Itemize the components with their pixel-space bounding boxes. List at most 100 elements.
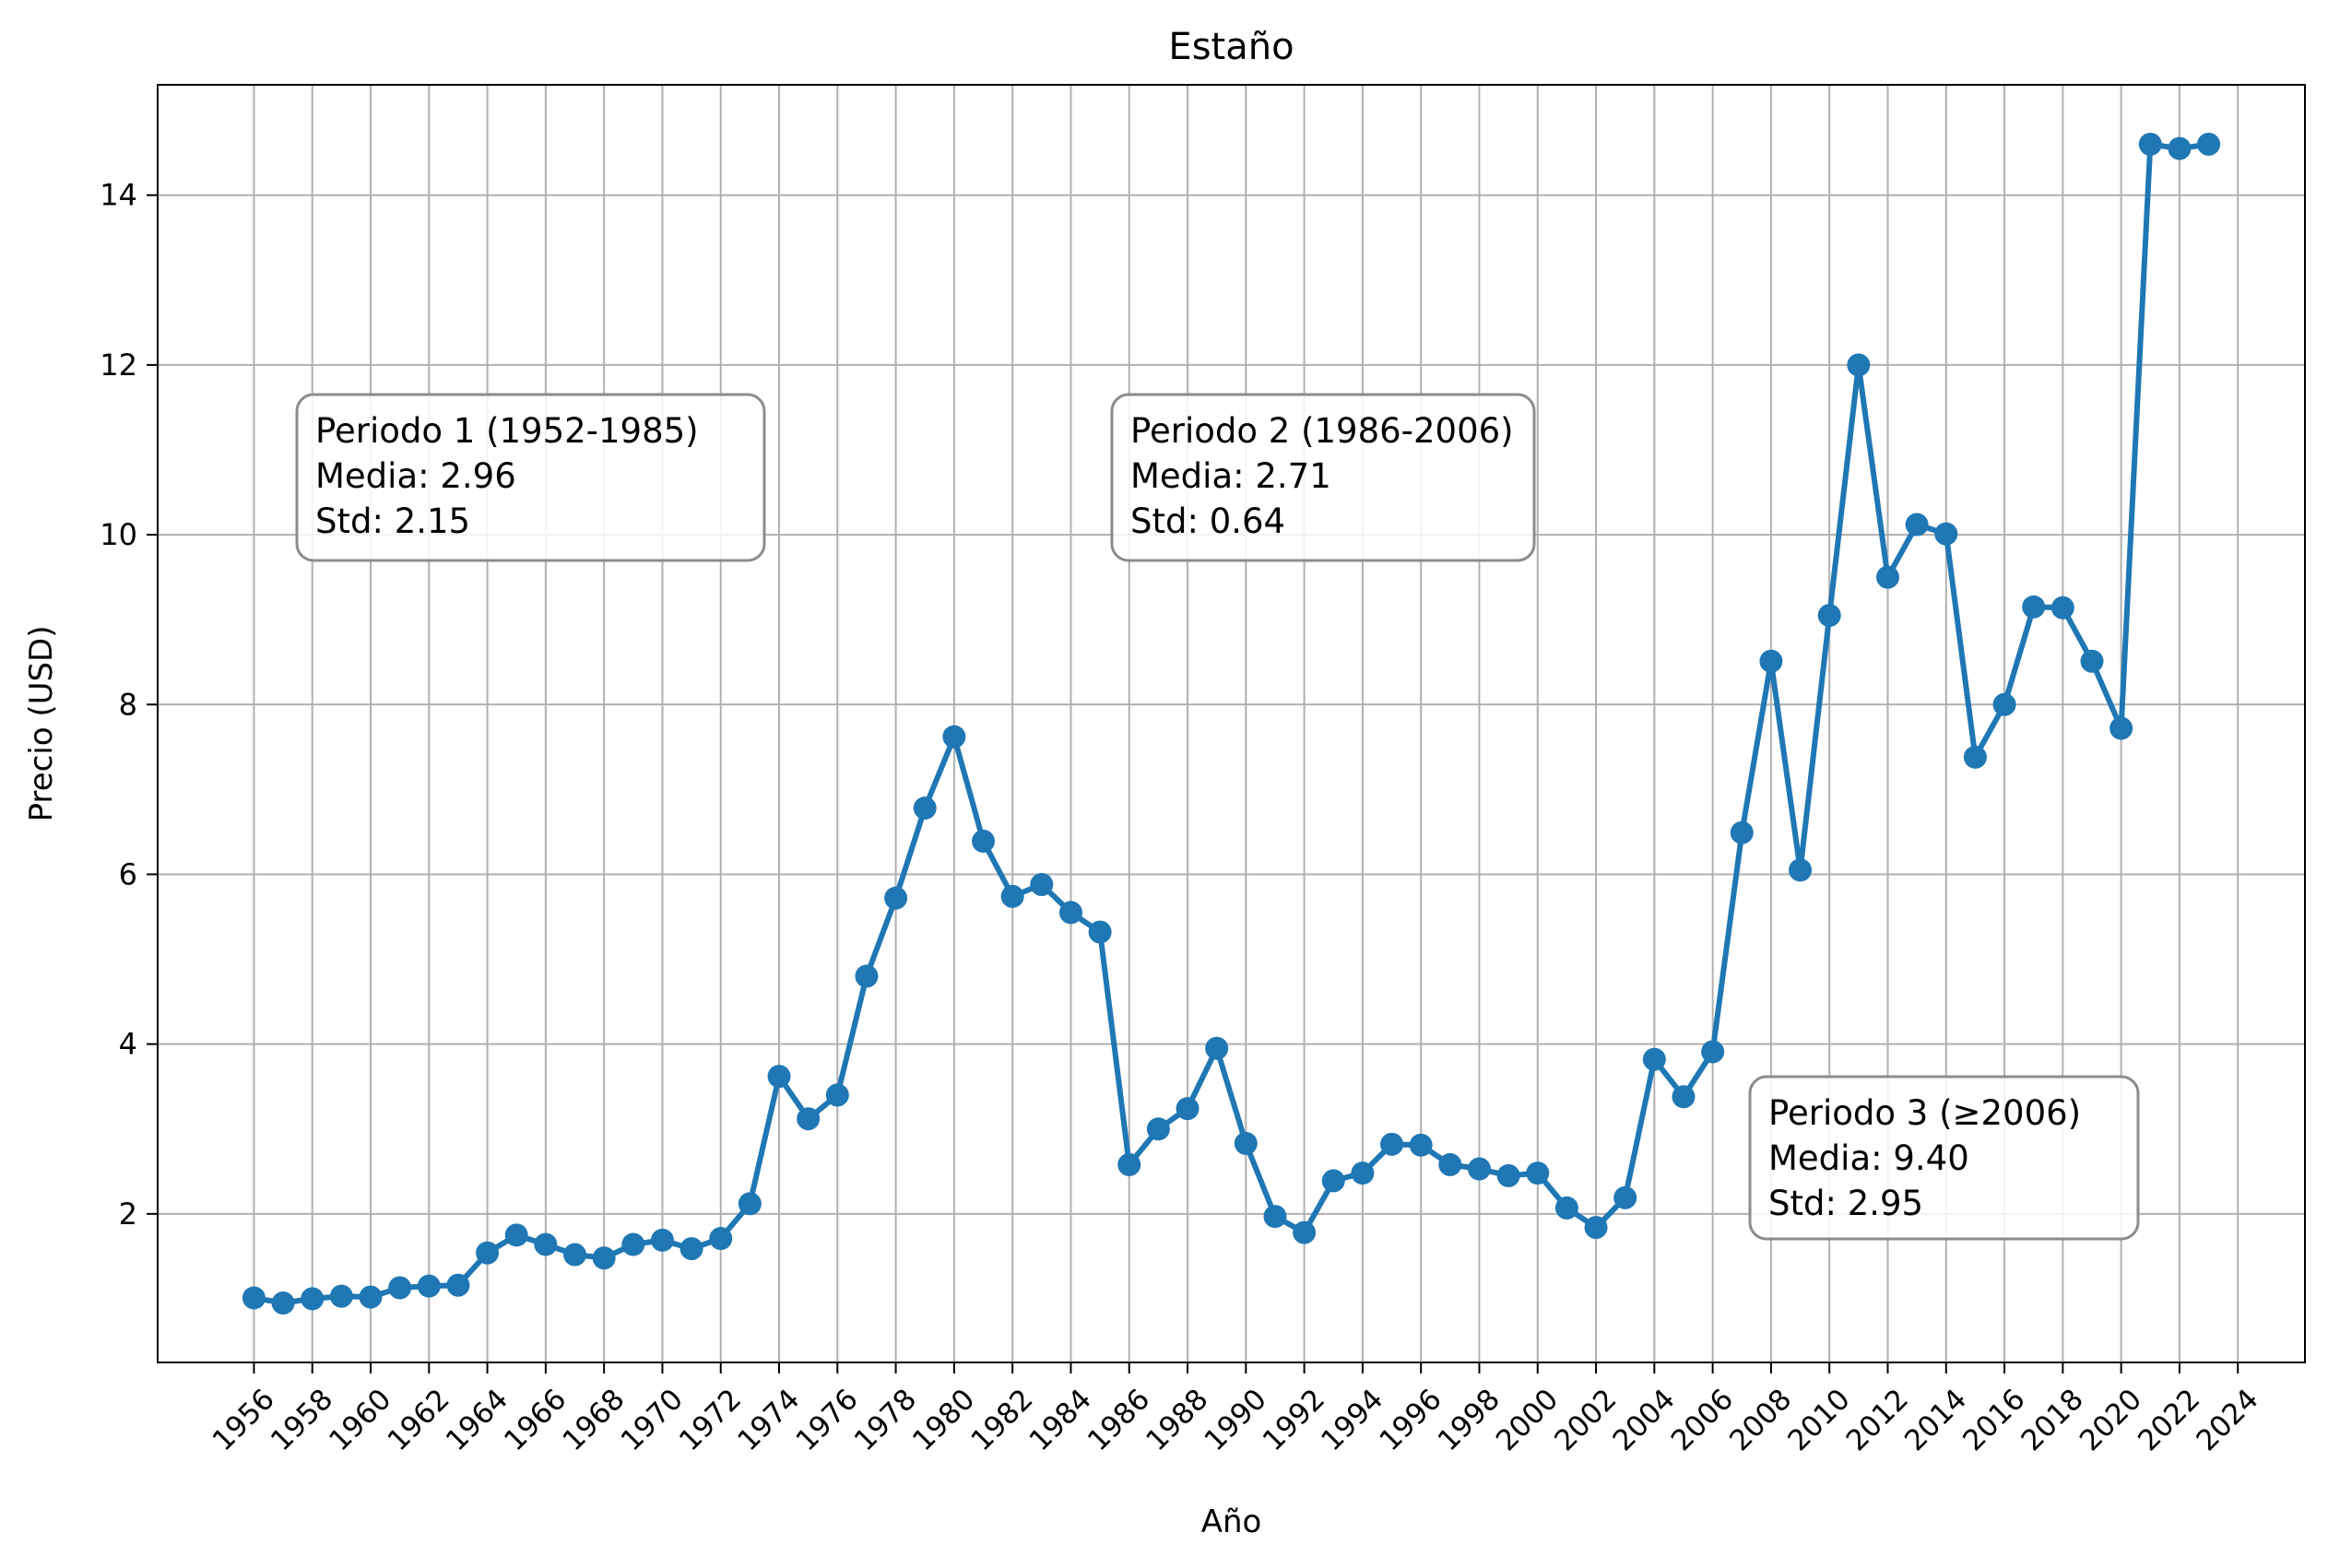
y-axis-label: Precio (USD) bbox=[23, 626, 60, 822]
data-point bbox=[942, 725, 966, 749]
data-point bbox=[709, 1227, 733, 1251]
data-point bbox=[1554, 1196, 1578, 1220]
annotation-text: Media: 2.96 bbox=[315, 456, 516, 496]
data-point bbox=[1146, 1117, 1170, 1141]
annotation-box: Periodo 1 (1952-1985) Media: 2.96 Std: 2.1… bbox=[295, 393, 766, 562]
data-point bbox=[504, 1223, 528, 1247]
data-point bbox=[1934, 522, 1958, 546]
plot-frame bbox=[157, 84, 2306, 1363]
data-point bbox=[1380, 1132, 1404, 1156]
data-point bbox=[1438, 1152, 1462, 1176]
data-point bbox=[1263, 1205, 1287, 1229]
grid bbox=[158, 85, 2305, 1362]
data-point bbox=[1205, 1036, 1229, 1060]
y-tick-label: 2 bbox=[119, 1197, 137, 1232]
data-point bbox=[1467, 1157, 1491, 1181]
data-point bbox=[2109, 716, 2133, 740]
data-point bbox=[301, 1287, 325, 1311]
data-point bbox=[1847, 353, 1871, 377]
annotation-box: Periodo 3 (≥2006) Media: 9.40 Std: 2.95 bbox=[1748, 1075, 2140, 1241]
annotation-frame bbox=[295, 393, 766, 562]
data-point bbox=[417, 1274, 441, 1298]
annotation-text: Periodo 1 (1952-1985) bbox=[315, 411, 699, 451]
data-point bbox=[329, 1284, 353, 1308]
data-point bbox=[476, 1241, 500, 1265]
chart-title: Estaño bbox=[1168, 26, 1294, 68]
x-axis-label: Año bbox=[1201, 1503, 1262, 1540]
data-point bbox=[1992, 692, 2016, 716]
annotation-text: Periodo 3 (≥2006) bbox=[1768, 1093, 2081, 1133]
annotation-text: Std: 0.64 bbox=[1130, 501, 1285, 541]
data-point bbox=[738, 1192, 762, 1216]
data-point bbox=[767, 1065, 791, 1089]
annotation-text: Std: 2.15 bbox=[315, 501, 470, 541]
data-point bbox=[1875, 565, 1899, 589]
y-axis: 2 4 6 8 10 12 14 bbox=[100, 178, 158, 1232]
y-tick-label: 4 bbox=[119, 1027, 137, 1062]
data-point bbox=[1963, 745, 1987, 769]
data-point bbox=[388, 1276, 412, 1300]
annotation-frame bbox=[1110, 393, 1536, 562]
data-point bbox=[1409, 1133, 1433, 1157]
annotation-text: Periodo 2 (1986-2006) bbox=[1130, 411, 1514, 451]
data-point bbox=[1351, 1161, 1375, 1185]
data-point bbox=[592, 1246, 616, 1270]
y-tick-label: 8 bbox=[119, 687, 137, 722]
data-point bbox=[2022, 595, 2046, 619]
data-point bbox=[446, 1273, 470, 1297]
data-point bbox=[2197, 132, 2221, 156]
data-point bbox=[1817, 604, 1841, 628]
data-point bbox=[1088, 920, 1112, 944]
data-point bbox=[621, 1232, 645, 1256]
data-point bbox=[1176, 1097, 1199, 1121]
data-point bbox=[1730, 820, 1754, 844]
data-point bbox=[1789, 858, 1813, 882]
data-point bbox=[972, 830, 996, 854]
annotation-text: Std: 2.95 bbox=[1768, 1184, 1923, 1223]
y-tick-label: 12 bbox=[100, 348, 137, 383]
data-point bbox=[1496, 1163, 1520, 1187]
data-point bbox=[1526, 1161, 1550, 1185]
data-point bbox=[563, 1243, 587, 1267]
data-point bbox=[2080, 649, 2104, 673]
data-point bbox=[797, 1107, 821, 1131]
data-point bbox=[679, 1237, 703, 1261]
data-point bbox=[1642, 1047, 1666, 1071]
data-point bbox=[855, 964, 879, 988]
data-point bbox=[242, 1286, 266, 1310]
annotation-text: Media: 2.71 bbox=[1130, 456, 1331, 496]
data-point bbox=[1293, 1220, 1317, 1244]
data-point bbox=[1000, 884, 1024, 908]
data-point bbox=[2050, 595, 2074, 619]
data-point bbox=[1117, 1152, 1141, 1176]
y-tick-label: 14 bbox=[100, 178, 137, 213]
data-point bbox=[913, 796, 937, 820]
data-point bbox=[1058, 901, 1082, 925]
data-series bbox=[242, 132, 2221, 1315]
data-point bbox=[534, 1232, 558, 1256]
data-point bbox=[2138, 132, 2162, 156]
annotations: Periodo 1 (1952-1985) Media: 2.96 Std: 2.1… bbox=[295, 393, 2140, 1241]
annotation-text: Media: 9.40 bbox=[1768, 1138, 1969, 1178]
data-point bbox=[884, 886, 908, 910]
annotation-frame bbox=[1748, 1075, 2140, 1241]
data-point bbox=[825, 1083, 849, 1107]
data-point bbox=[1321, 1169, 1345, 1193]
data-point bbox=[271, 1291, 295, 1315]
data-point bbox=[650, 1228, 674, 1252]
data-point bbox=[1613, 1185, 1637, 1209]
data-point bbox=[1701, 1040, 1725, 1064]
data-point bbox=[1905, 513, 1929, 536]
data-point bbox=[2168, 136, 2192, 160]
y-tick-label: 10 bbox=[100, 517, 137, 552]
data-point bbox=[1584, 1216, 1608, 1240]
data-point bbox=[1759, 649, 1783, 673]
data-point bbox=[1234, 1131, 1258, 1155]
annotation-box: Periodo 2 (1986-2006) Media: 2.71 Std: 0.6… bbox=[1110, 393, 1536, 562]
y-tick-label: 6 bbox=[119, 856, 137, 891]
data-point bbox=[1672, 1085, 1696, 1109]
data-point bbox=[1030, 873, 1054, 897]
data-point bbox=[359, 1285, 383, 1309]
